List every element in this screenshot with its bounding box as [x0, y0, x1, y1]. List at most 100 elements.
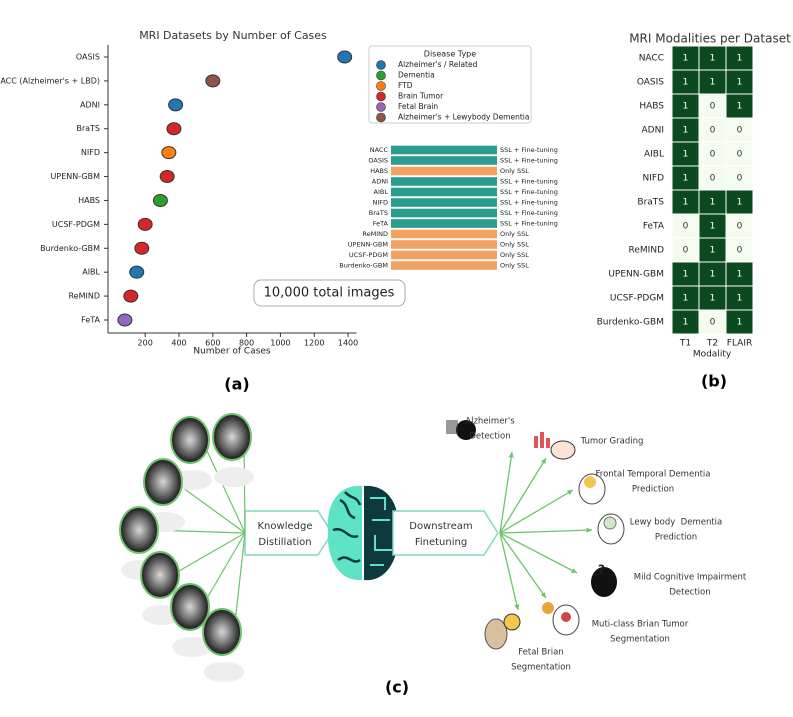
distill-label: Distillation	[258, 537, 311, 548]
brain-icon	[327, 485, 399, 581]
mode-bar	[391, 156, 497, 165]
cell-label: 0	[683, 246, 689, 256]
y-tick-label: HABS	[78, 196, 100, 205]
y-tick-label: ReMIND	[68, 292, 100, 301]
mode-bar	[391, 177, 497, 186]
mode-bar	[391, 208, 497, 218]
mode-bar	[391, 219, 497, 228]
arrow-head	[571, 568, 577, 573]
panel-label: (c)	[385, 678, 409, 697]
heatmap-cell	[698, 285, 727, 311]
y-tick-label: UPENN-GBM	[608, 270, 664, 280]
task-icons: ?	[446, 420, 625, 650]
y-tick-label: OASIS	[637, 78, 664, 88]
mode-label: Only SSL	[500, 241, 529, 249]
heatmap-cell	[725, 45, 754, 71]
dataset-label: AIBL	[374, 188, 389, 196]
heatmap-cell	[725, 69, 754, 95]
x-axis-label: Number of Cases	[193, 347, 271, 357]
y-tick-label: AIBL	[644, 150, 664, 160]
cell-label: 1	[683, 102, 689, 112]
y-tick-label: AIBL	[82, 268, 100, 277]
heatmap-cell	[698, 117, 727, 143]
heatmap-cell	[725, 213, 754, 239]
icon-glyph: ?	[598, 563, 605, 577]
cell-label: 1	[710, 54, 716, 64]
cell-label: 1	[710, 198, 716, 208]
cell-label: 1	[683, 294, 689, 304]
cell-label: 1	[737, 318, 743, 328]
task-label: Tumor Grading	[580, 437, 644, 447]
y-tick-label: NIFD	[81, 148, 100, 157]
arrow-head	[508, 452, 514, 458]
x-axis-label: Modality	[693, 350, 732, 360]
cell-label: 0	[710, 174, 716, 184]
mri-scan	[170, 416, 210, 464]
dataset-label: Burdenko-GBM	[339, 262, 388, 270]
task-label: Lewy body Dementia	[630, 518, 723, 528]
cell-label: 0	[710, 318, 716, 328]
cell-label: 1	[710, 294, 716, 304]
cell-label: 1	[683, 78, 689, 88]
cell-label: 0	[737, 126, 743, 136]
annotation: 10,000 total images	[264, 286, 395, 301]
heatmap-cell	[671, 309, 700, 335]
cell-label: 1	[737, 54, 743, 64]
dataset-label: UCSF-PDGM	[349, 251, 388, 259]
mode-label: Only SSL	[500, 251, 529, 259]
x-tick-label: FLAIR	[727, 339, 752, 349]
mode-label: SSL + Fine-tuning	[500, 220, 558, 228]
cell-label: 0	[710, 150, 716, 160]
heatmap-cell	[725, 93, 754, 119]
heatmap-cell	[698, 93, 727, 119]
legend-swatch	[376, 102, 386, 112]
dataset-label: NIFD	[372, 199, 388, 207]
heatmap-cell	[671, 261, 700, 287]
mode-bar	[391, 145, 497, 155]
connector	[201, 532, 246, 608]
y-tick-label: OASIS	[76, 53, 100, 62]
legend-title: Disease Type	[424, 50, 476, 59]
task-label: Segmentation	[511, 663, 571, 673]
heatmap-cell	[725, 309, 754, 335]
mode-label: Only SSL	[500, 262, 529, 270]
cell-label: 1	[683, 126, 689, 136]
cell-label: 0	[737, 174, 743, 184]
x-tick-label: 1400	[338, 339, 358, 348]
data-point	[205, 74, 221, 88]
cell-label: 0	[737, 222, 743, 232]
arrow-head	[540, 458, 546, 464]
heatmap-cell	[698, 69, 727, 95]
task-label: Prediction	[655, 533, 697, 543]
cell-label: 0	[710, 102, 716, 112]
task-label: Mild Cognitive Impairment	[634, 573, 747, 583]
arrow-head	[567, 490, 573, 495]
x-tick-label: 1200	[304, 339, 324, 348]
y-tick-label: UCSF-PDGM	[610, 294, 664, 304]
mode-bar	[391, 250, 497, 260]
cell-label: 1	[737, 198, 743, 208]
dataset-label: OASIS	[368, 157, 388, 165]
data-point	[159, 170, 175, 184]
chart-title: MRI Datasets by Number of Cases	[139, 29, 327, 42]
cell-label: 1	[710, 246, 716, 256]
legend-swatch	[376, 81, 386, 91]
task-arrow	[499, 532, 578, 574]
cell-label: 1	[737, 102, 743, 112]
mode-bar	[391, 261, 497, 270]
dataset-label: UPENN-GBM	[348, 241, 388, 249]
diagram-layout: ?	[244, 420, 625, 650]
legend-swatch	[376, 70, 386, 81]
task-arrow	[499, 451, 513, 534]
dataset-label: FeTA	[373, 220, 389, 228]
data-point	[337, 50, 353, 64]
task-label: Muti-class Brian Tumor	[592, 620, 689, 630]
heatmap-cell	[698, 309, 727, 335]
task-label: Frontal Temporal Dementia	[596, 470, 711, 480]
finetune-box	[392, 510, 499, 556]
data-point	[161, 146, 177, 160]
mode-bar	[391, 240, 497, 249]
mode-label: SSL + Fine-tuning	[500, 178, 558, 186]
heatmap-cell	[698, 189, 727, 215]
